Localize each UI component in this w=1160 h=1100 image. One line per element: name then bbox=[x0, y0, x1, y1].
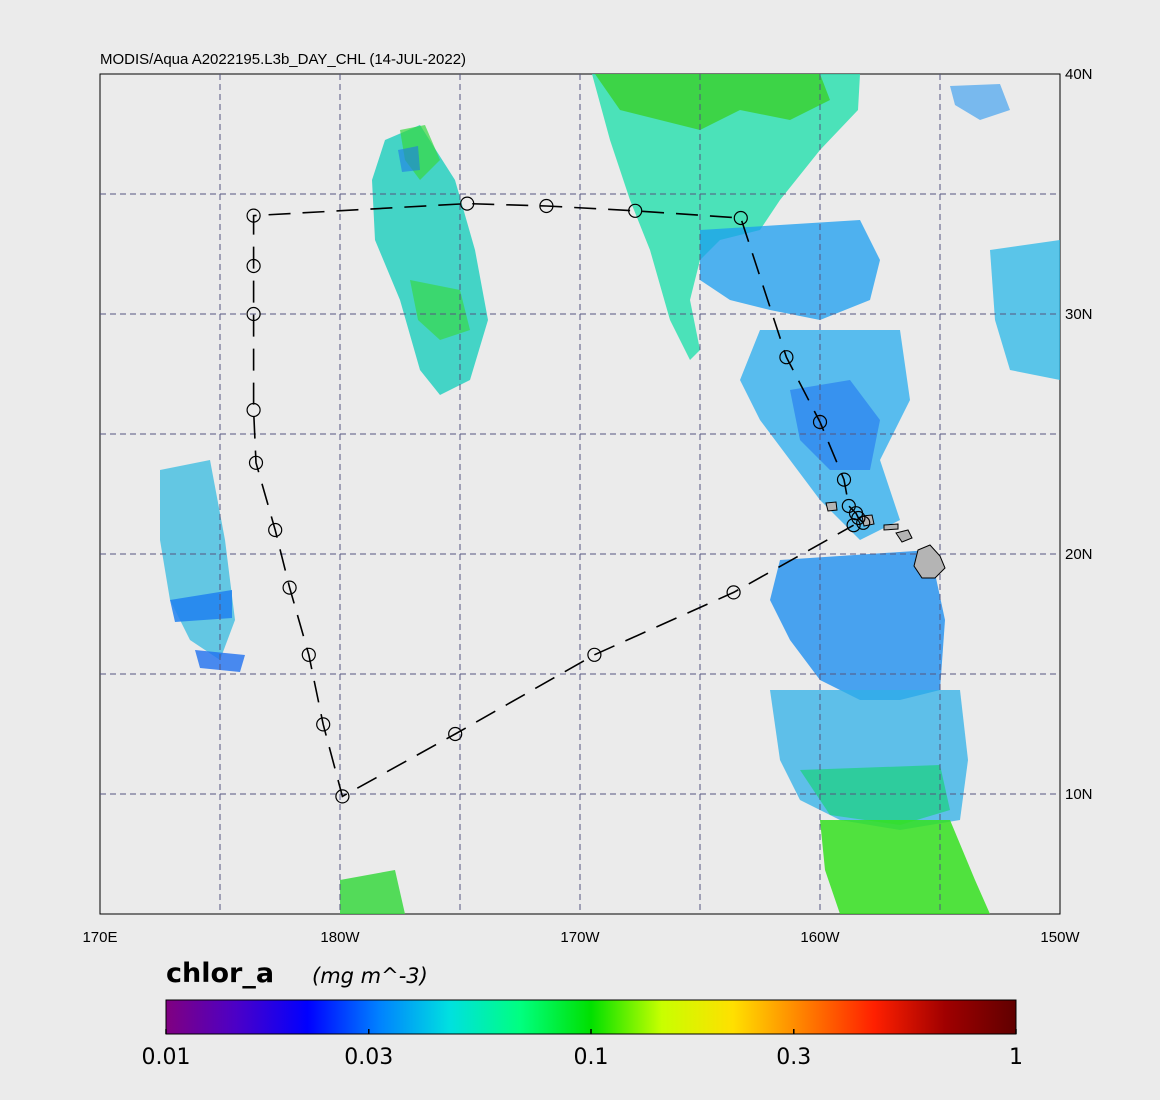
colorbar-bar bbox=[165, 999, 1017, 1035]
chl-patch bbox=[800, 765, 950, 825]
lon-tick-label: 160W bbox=[800, 929, 840, 946]
hawaii-islands bbox=[825, 501, 946, 579]
chl-patch bbox=[398, 146, 420, 172]
axis-labels: 170E 180W 170W 160W 150W 40N 30N 20N 10N bbox=[82, 66, 1092, 946]
graticule bbox=[100, 74, 1060, 914]
track-line bbox=[252, 202, 864, 798]
colorbar-tick-label: 0.1 bbox=[574, 1045, 609, 1070]
island-molokai bbox=[883, 523, 899, 531]
station-marker bbox=[539, 198, 554, 214]
colorbar-tick-label: 0.01 bbox=[142, 1045, 191, 1070]
station-marker bbox=[841, 498, 856, 514]
chl-patch bbox=[195, 650, 245, 672]
island-maui bbox=[895, 529, 913, 543]
colorbar-variable: chlor_a bbox=[166, 958, 275, 989]
chl-patch bbox=[790, 380, 880, 470]
lat-tick-label: 10N bbox=[1065, 786, 1093, 803]
lon-tick-label: 150W bbox=[1040, 929, 1080, 946]
chl-patch bbox=[820, 820, 990, 914]
station-marker bbox=[335, 789, 350, 804]
lon-tick-label: 170E bbox=[82, 929, 117, 946]
cruise-track bbox=[246, 196, 871, 804]
station-marker bbox=[836, 472, 852, 487]
station-marker bbox=[246, 402, 261, 418]
chl-patch bbox=[170, 590, 232, 622]
lon-tick-label: 180W bbox=[320, 929, 360, 946]
lon-tick-label: 170W bbox=[560, 929, 600, 946]
lat-tick-label: 20N bbox=[1065, 546, 1093, 563]
station-marker bbox=[460, 196, 475, 211]
station-marker bbox=[248, 455, 264, 470]
colorbar: 0.01 0.03 0.1 0.3 1 bbox=[142, 999, 1023, 1070]
station-marker bbox=[587, 647, 602, 662]
station-marker bbox=[246, 306, 261, 322]
station-marker bbox=[846, 518, 861, 533]
station-marker bbox=[268, 522, 283, 538]
station-marker bbox=[246, 208, 261, 223]
station-marker bbox=[733, 210, 748, 226]
chl-patch bbox=[990, 240, 1060, 380]
station-marker bbox=[301, 647, 316, 662]
island-hawaii bbox=[913, 544, 946, 579]
colorbar-tick-label: 1 bbox=[1009, 1045, 1023, 1070]
station-marker bbox=[856, 515, 871, 530]
chl-patch bbox=[770, 550, 945, 700]
station-marker bbox=[246, 258, 261, 274]
colorbar-tick-label: 0.3 bbox=[776, 1045, 811, 1070]
station-marker bbox=[316, 717, 331, 732]
station-marker bbox=[779, 350, 794, 365]
colorbar-tick-label: 0.03 bbox=[344, 1045, 393, 1070]
station-marker bbox=[812, 414, 828, 430]
chl-patch bbox=[340, 870, 405, 914]
chl-patch bbox=[950, 84, 1010, 120]
chl-patch bbox=[410, 280, 470, 340]
lat-tick-label: 30N bbox=[1065, 306, 1093, 323]
colorbar-ticks: 0.01 0.03 0.1 0.3 1 bbox=[142, 1029, 1023, 1070]
station-marker bbox=[726, 585, 741, 600]
island-kauai bbox=[825, 501, 838, 512]
station-marker bbox=[628, 203, 643, 218]
colorbar-units: (mg m^-3) bbox=[312, 964, 428, 988]
station-marker bbox=[282, 580, 297, 595]
map-title: MODIS/Aqua A2022195.L3b_DAY_CHL (14-JUL-… bbox=[100, 51, 467, 68]
chl-patch bbox=[700, 220, 880, 320]
chl-patch bbox=[595, 74, 830, 130]
station-marker bbox=[448, 726, 463, 742]
lat-tick-label: 40N bbox=[1065, 66, 1093, 83]
